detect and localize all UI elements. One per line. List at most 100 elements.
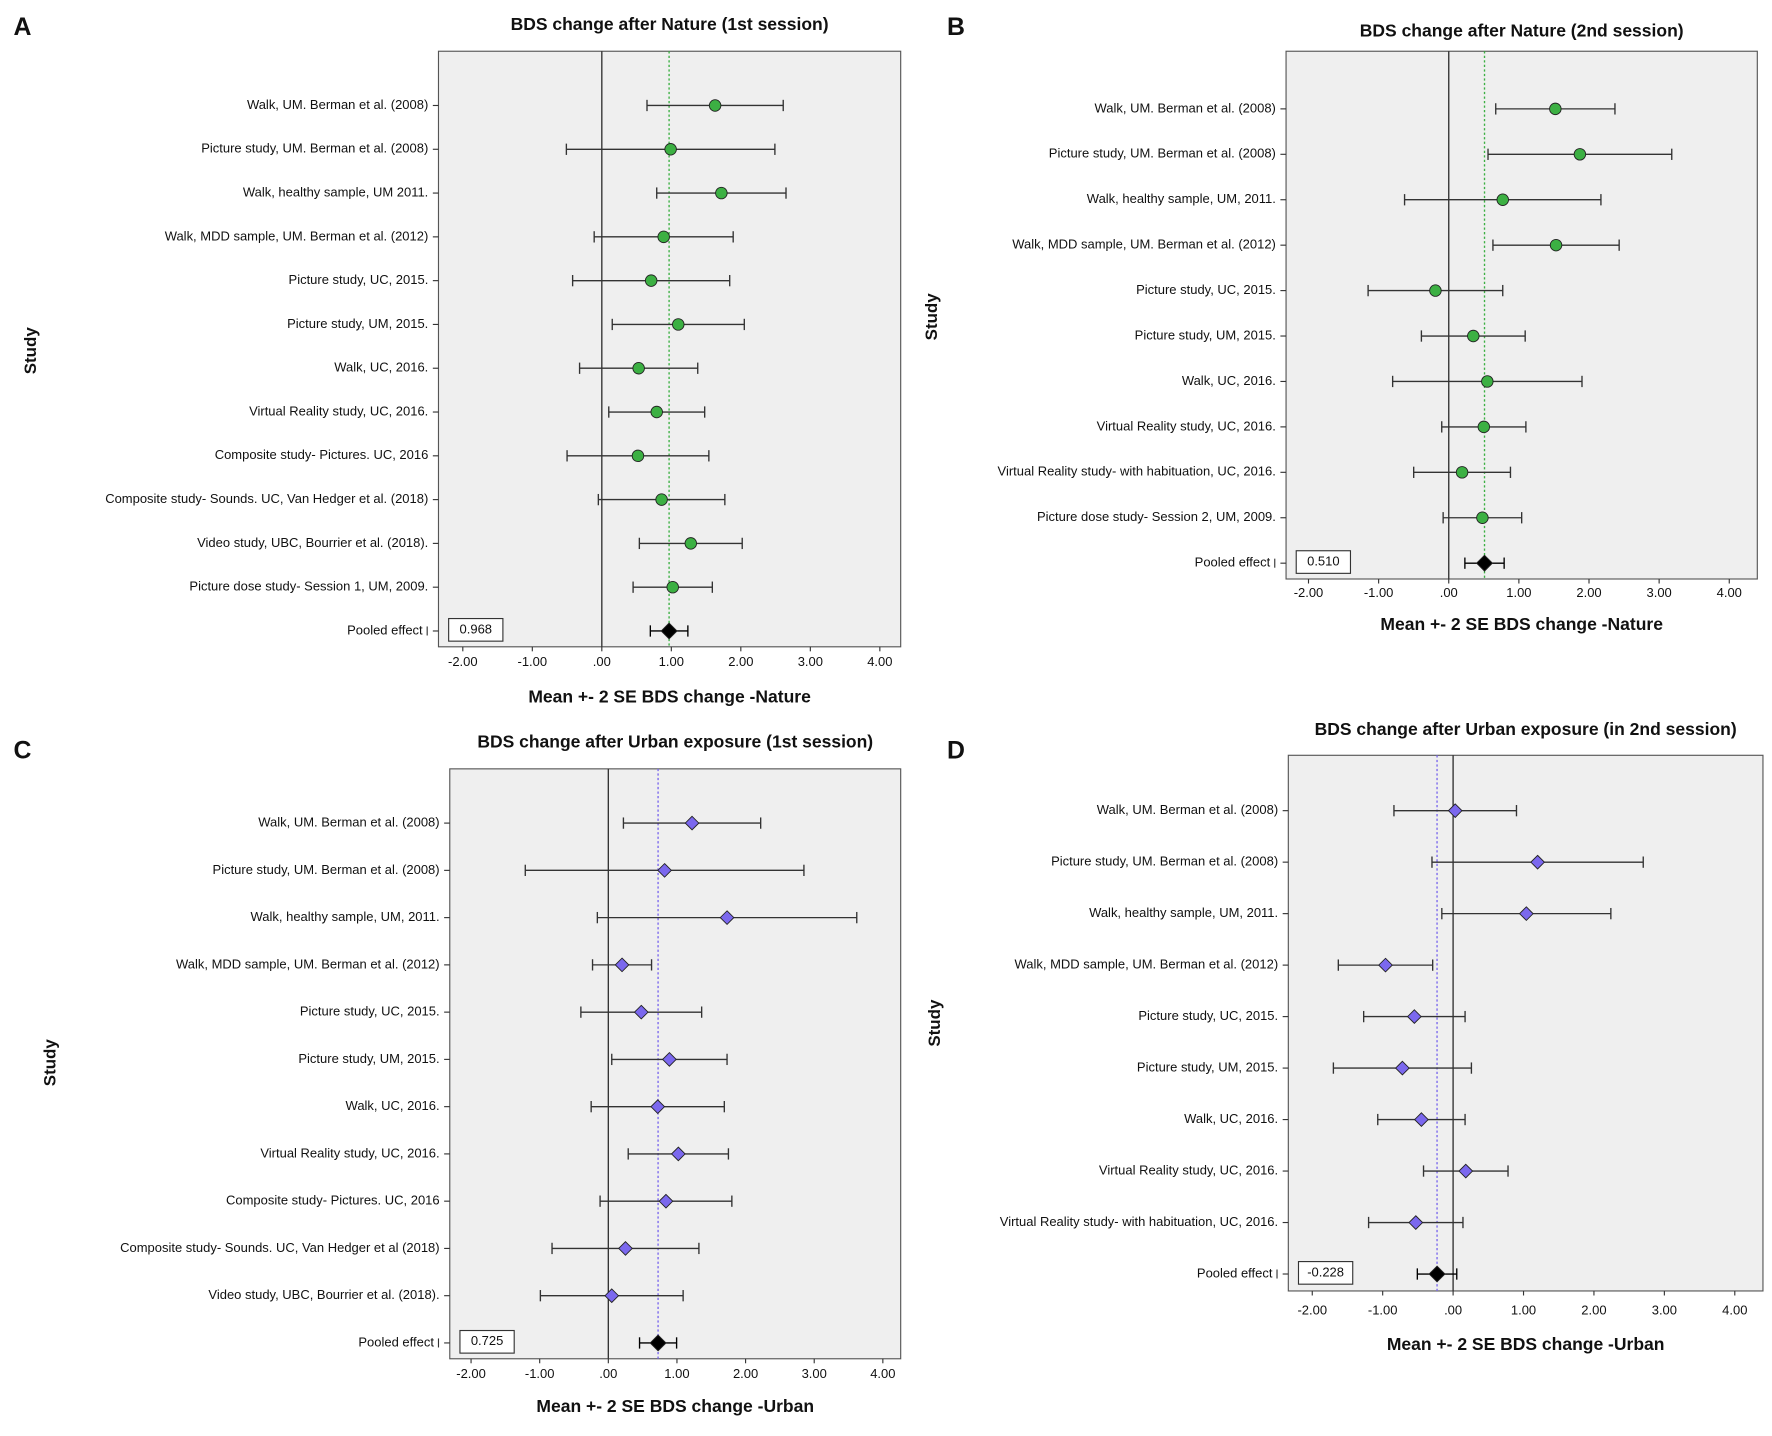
chart-title: BDS change after Nature (1st session) xyxy=(511,14,829,34)
x-tick-label: -1.00 xyxy=(1368,1303,1398,1318)
study-label: Picture study, UC, 2015. xyxy=(289,272,429,287)
marker xyxy=(633,1004,649,1020)
x-tick-label: 4.00 xyxy=(870,1366,895,1381)
x-tick-label: 3.00 xyxy=(798,654,823,669)
study-label: Video study, UBC, Bourrier et al. (2018)… xyxy=(208,1287,439,1302)
x-tick-label: 1.00 xyxy=(1511,1303,1536,1318)
study-label: Virtual Reality study, UC, 2016. xyxy=(249,403,428,418)
marker xyxy=(657,230,670,244)
plot-area xyxy=(1285,50,1758,580)
marker xyxy=(661,1051,677,1067)
study-label: Picture dose study- Session 2, UM, 2009. xyxy=(1037,509,1276,524)
x-tick-label: 1.00 xyxy=(659,654,684,669)
marker xyxy=(614,957,630,973)
study-label: Composite study- Pictures. UC, 2016 xyxy=(226,1193,440,1208)
x-tick-label: -2.00 xyxy=(456,1366,486,1381)
x-axis-label: Mean +- 2 SE BDS change -Nature xyxy=(1380,614,1663,634)
study-label: Composite study- Pictures. UC, 2016 xyxy=(215,447,429,462)
study-label: Walk, MDD sample, UM. Berman et al. (201… xyxy=(1012,237,1276,252)
marker xyxy=(1467,329,1480,343)
pooled-value-label: 0.510 xyxy=(1307,553,1339,568)
marker xyxy=(1549,102,1562,116)
study-label: Walk, UC, 2016. xyxy=(334,360,428,375)
x-axis-label: Mean +- 2 SE BDS change -Nature xyxy=(528,686,811,706)
pooled-label: Pooled effect xyxy=(1195,555,1271,570)
marker xyxy=(666,580,679,594)
marker xyxy=(1518,906,1534,922)
pooled-value-box xyxy=(448,617,504,642)
marker xyxy=(655,493,668,506)
marker xyxy=(631,449,645,463)
marker xyxy=(1447,803,1463,819)
pooled-value-box xyxy=(1295,550,1352,574)
x-tick-label: -2.00 xyxy=(1297,1303,1327,1318)
marker xyxy=(644,274,658,287)
study-label: Walk, healthy sample, UM, 2011. xyxy=(251,909,440,924)
study-label: Walk, MDD sample, UM. Berman et al. (201… xyxy=(176,956,440,971)
x-tick-label: 3.00 xyxy=(1652,1303,1677,1318)
x-tick-label: 4.00 xyxy=(1722,1303,1747,1318)
marker xyxy=(1496,193,1509,206)
marker xyxy=(604,1288,620,1304)
marker xyxy=(1476,511,1489,524)
x-tick-label: 1.00 xyxy=(1506,585,1531,600)
marker xyxy=(670,1146,686,1162)
marker xyxy=(649,1334,667,1352)
pooled-label: Pooled effect xyxy=(1197,1265,1273,1280)
study-label: Composite study- Sounds. UC, Van Hedger … xyxy=(105,491,428,506)
y-axis-label: Study xyxy=(40,1039,59,1087)
x-tick-label: 2.00 xyxy=(733,1366,758,1381)
study-label: Picture study, UM, 2015. xyxy=(287,316,428,331)
study-label: Virtual Reality study- with habituation,… xyxy=(1000,1214,1278,1229)
pooled-label: Pooled effect xyxy=(347,622,423,637)
marker xyxy=(1408,1215,1424,1230)
study-label: Walk, UC, 2016. xyxy=(346,1098,440,1113)
marker xyxy=(1394,1060,1410,1076)
study-label: Walk, UC, 2016. xyxy=(1182,373,1276,388)
marker xyxy=(1458,1163,1474,1179)
panel-letter: D xyxy=(947,736,965,764)
marker xyxy=(1549,238,1563,252)
marker xyxy=(632,362,645,375)
pooled-value-box xyxy=(459,1329,515,1354)
marker xyxy=(1413,1112,1429,1127)
marker xyxy=(657,862,673,878)
x-tick-label: .00 xyxy=(1444,1303,1462,1318)
chart-title: BDS change after Nature (2nd session) xyxy=(1360,21,1684,41)
study-label: Picture study, UM. Berman et al. (2008) xyxy=(1051,854,1278,869)
study-label: Picture study, UM. Berman et al. (2008) xyxy=(201,141,428,156)
x-tick-label: 2.00 xyxy=(728,654,753,669)
study-label: Walk, healthy sample, UM, 2011. xyxy=(1089,905,1278,920)
study-label: Video study, UBC, Bourrier et al. (2018)… xyxy=(197,535,428,550)
plot-area xyxy=(1287,754,1764,1292)
study-label: Picture study, UM, 2015. xyxy=(298,1051,439,1066)
x-tick-label: 1.00 xyxy=(664,1366,689,1381)
x-tick-label: -2.00 xyxy=(1294,585,1324,600)
marker xyxy=(658,1193,674,1209)
pooled-value-label: 0.725 xyxy=(471,1333,503,1348)
marker xyxy=(618,1241,633,1256)
study-label: Picture study, UM. Berman et al. (2008) xyxy=(213,862,440,877)
study-label: Picture dose study- Session 1, UM, 2009. xyxy=(189,579,428,594)
plot-area xyxy=(437,50,902,648)
study-label: Virtual Reality study, UC, 2016. xyxy=(260,1145,439,1160)
study-label: Walk, MDD sample, UM. Berman et al. (201… xyxy=(1015,957,1279,972)
study-label: Picture study, UM, 2015. xyxy=(1135,327,1276,342)
x-tick-label: 2.00 xyxy=(1576,585,1601,600)
chart-title: BDS change after Urban exposure (in 2nd … xyxy=(1315,719,1737,739)
y-axis-label: Study xyxy=(922,293,941,341)
pooled-value-box xyxy=(1297,1261,1354,1285)
x-axis-label: Mean +- 2 SE BDS change -Urban xyxy=(536,1396,814,1416)
marker xyxy=(1573,148,1587,161)
study-label: Walk, UM. Berman et al. (2008) xyxy=(1097,802,1278,817)
marker xyxy=(1530,854,1546,870)
x-tick-label: 4.00 xyxy=(867,654,892,669)
panel-letter: B xyxy=(947,13,965,41)
plot-area xyxy=(449,768,902,1360)
pooled-value-label: -0.228 xyxy=(1307,1264,1344,1279)
study-label: Walk, UC, 2016. xyxy=(1184,1111,1278,1126)
study-label: Picture study, UC, 2015. xyxy=(300,1004,440,1019)
x-tick-label: 2.00 xyxy=(1581,1303,1606,1318)
panel-letter: A xyxy=(14,13,32,41)
study-label: Walk, UM. Berman et al. (2008) xyxy=(258,815,439,830)
